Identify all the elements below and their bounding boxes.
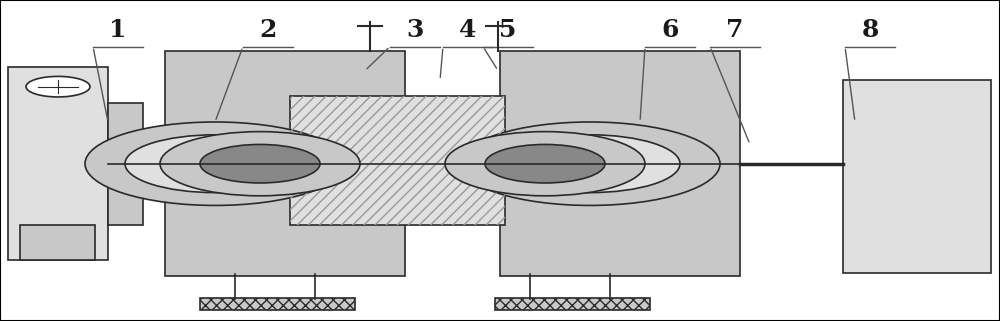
Bar	[290, 96, 505, 225]
Text: 6: 6	[661, 19, 679, 42]
Bar	[495, 298, 650, 310]
Text: 4: 4	[459, 19, 477, 42]
Bar	[8, 67, 108, 260]
Bar	[200, 298, 355, 310]
Bar	[500, 51, 740, 276]
Text: 8: 8	[861, 19, 879, 42]
Circle shape	[500, 135, 680, 193]
Bar	[843, 80, 991, 273]
Bar	[165, 51, 405, 276]
Circle shape	[460, 122, 720, 205]
Text: 3: 3	[406, 19, 424, 42]
Circle shape	[26, 76, 90, 97]
Circle shape	[85, 122, 345, 205]
Circle shape	[160, 132, 360, 196]
Text: 1: 1	[109, 19, 127, 42]
Bar	[290, 96, 505, 225]
Text: 7: 7	[726, 19, 744, 42]
Circle shape	[445, 132, 645, 196]
Bar	[20, 225, 95, 260]
Circle shape	[200, 144, 320, 183]
Bar	[108, 103, 143, 225]
Text: 5: 5	[499, 19, 517, 42]
Circle shape	[125, 135, 305, 193]
Circle shape	[485, 144, 605, 183]
Text: 2: 2	[259, 19, 277, 42]
